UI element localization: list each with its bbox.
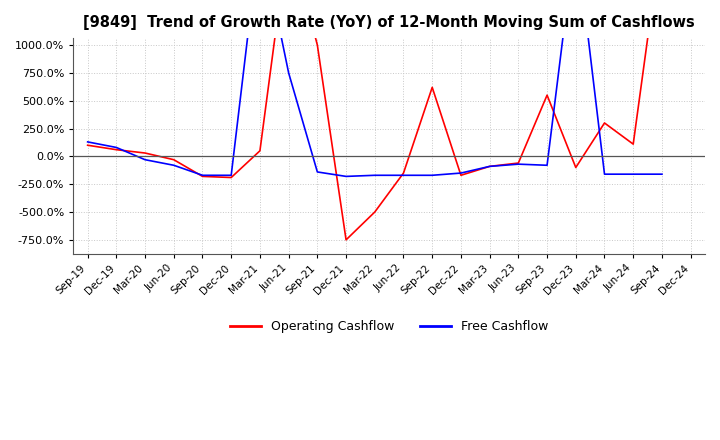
- Free Cashflow: [485, 164, 494, 169]
- Operating Cashflow: [84, 143, 92, 148]
- Operating Cashflow: [256, 148, 264, 154]
- Operating Cashflow: [140, 150, 149, 156]
- Operating Cashflow: [485, 164, 494, 169]
- Free Cashflow: [198, 172, 207, 178]
- Free Cashflow: [84, 139, 92, 144]
- Operating Cashflow: [456, 172, 465, 178]
- Free Cashflow: [399, 172, 408, 178]
- Free Cashflow: [140, 157, 149, 162]
- Operating Cashflow: [572, 165, 580, 170]
- Operating Cashflow: [543, 92, 552, 98]
- Operating Cashflow: [600, 120, 609, 125]
- Operating Cashflow: [371, 209, 379, 215]
- Operating Cashflow: [399, 170, 408, 176]
- Line: Free Cashflow: Free Cashflow: [88, 0, 662, 176]
- Free Cashflow: [514, 161, 523, 167]
- Operating Cashflow: [514, 161, 523, 166]
- Free Cashflow: [629, 172, 637, 177]
- Operating Cashflow: [169, 157, 178, 162]
- Free Cashflow: [543, 163, 552, 168]
- Line: Operating Cashflow: Operating Cashflow: [88, 0, 662, 240]
- Operating Cashflow: [342, 237, 351, 242]
- Free Cashflow: [284, 70, 293, 76]
- Operating Cashflow: [198, 174, 207, 179]
- Free Cashflow: [169, 163, 178, 168]
- Operating Cashflow: [629, 142, 637, 147]
- Free Cashflow: [227, 172, 235, 178]
- Free Cashflow: [657, 172, 666, 177]
- Free Cashflow: [371, 172, 379, 178]
- Free Cashflow: [600, 172, 609, 177]
- Free Cashflow: [313, 169, 322, 175]
- Operating Cashflow: [112, 147, 121, 152]
- Operating Cashflow: [227, 175, 235, 180]
- Legend: Operating Cashflow, Free Cashflow: Operating Cashflow, Free Cashflow: [225, 315, 553, 338]
- Free Cashflow: [428, 172, 436, 178]
- Operating Cashflow: [428, 85, 436, 90]
- Free Cashflow: [456, 170, 465, 176]
- Title: [9849]  Trend of Growth Rate (YoY) of 12-Month Moving Sum of Cashflows: [9849] Trend of Growth Rate (YoY) of 12-…: [84, 15, 695, 30]
- Free Cashflow: [112, 145, 121, 150]
- Free Cashflow: [342, 174, 351, 179]
- Operating Cashflow: [313, 42, 322, 48]
